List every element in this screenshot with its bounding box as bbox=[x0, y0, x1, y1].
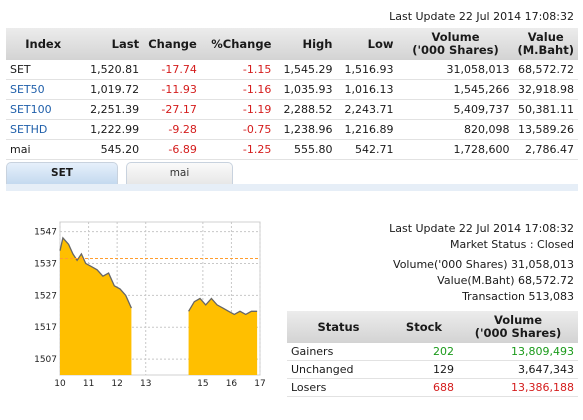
breadth-status: Unchanged bbox=[287, 360, 390, 379]
area-morning bbox=[60, 237, 132, 375]
intraday-chart: 1507 1517 1527 1537 1547 10 11 12 13 15 16 17 bbox=[34, 221, 266, 389]
value-value: 68,572.72 bbox=[513, 60, 578, 80]
market-status: Market Status : Closed bbox=[449, 238, 574, 251]
breadth-volume: 3,647,343 bbox=[458, 360, 578, 379]
x-tick-label: 10 bbox=[54, 379, 66, 389]
col-high: High bbox=[275, 28, 337, 60]
y-tick-label: 1547 bbox=[34, 228, 57, 238]
breadth-stock: 688 bbox=[390, 378, 458, 397]
x-tick-label: 12 bbox=[111, 379, 122, 389]
volume-value: 820,098 bbox=[397, 119, 514, 140]
breadth-stock: 129 bbox=[390, 360, 458, 379]
tab-mai[interactable]: mai bbox=[126, 162, 233, 184]
index-table: Index Last Change %Change High Low Volum… bbox=[6, 28, 578, 160]
low-value: 1,016.13 bbox=[336, 79, 398, 100]
index-name[interactable]: SET50 bbox=[6, 79, 81, 100]
col-breadth-volume: Volume ('000 Shares) bbox=[458, 311, 578, 343]
pct-change-value: -1.25 bbox=[200, 139, 276, 160]
index-name[interactable]: SETHD bbox=[6, 119, 81, 140]
volume-value: 5,409,737 bbox=[397, 99, 514, 120]
change-value: -11.93 bbox=[143, 79, 201, 100]
tab-panel-strip bbox=[6, 184, 578, 191]
last-value: 1,019.72 bbox=[80, 79, 144, 100]
total-volume: Volume('000 Shares) 31,058,013 bbox=[393, 258, 574, 271]
breadth-status: Gainers bbox=[287, 343, 390, 361]
x-tick-label: 11 bbox=[83, 379, 94, 389]
tab-set[interactable]: SET bbox=[6, 162, 118, 184]
breadth-header: Status Stock Volume ('000 Shares) bbox=[287, 311, 578, 343]
high-value: 1,035.93 bbox=[275, 79, 337, 100]
last-value: 1,520.81 bbox=[80, 60, 144, 80]
y-tick-label: 1527 bbox=[34, 291, 57, 301]
pct-change-value: -1.15 bbox=[200, 60, 276, 80]
x-tick-label: 16 bbox=[226, 379, 238, 389]
change-value: -27.17 bbox=[143, 99, 201, 120]
tab-bar: SET mai bbox=[6, 162, 578, 185]
volume-value: 31,058,013 bbox=[397, 60, 514, 80]
last-value: 545.20 bbox=[80, 139, 144, 160]
high-value: 2,288.52 bbox=[275, 99, 337, 120]
y-tick-label: 1517 bbox=[34, 323, 57, 333]
col-status: Status bbox=[287, 311, 390, 343]
breadth-status: Losers bbox=[287, 378, 390, 397]
col-volume: Volume ('000 Shares) bbox=[397, 28, 514, 60]
table-row: mai 545.20 -6.89 -1.25 555.80 542.71 1,728,600… bbox=[6, 139, 578, 160]
total-value: Value(M.Baht) 68,572.72 bbox=[437, 274, 574, 287]
col-low: Low bbox=[336, 28, 398, 60]
line-afternoon bbox=[188, 297, 258, 316]
breadth-stock: 202 bbox=[390, 343, 458, 361]
col-last: Last bbox=[80, 28, 144, 60]
x-tick-label: 13 bbox=[140, 379, 151, 389]
breadth-row: Losers 688 13,386,188 bbox=[287, 378, 578, 397]
high-value: 1,545.29 bbox=[275, 60, 337, 80]
col-stock: Stock bbox=[390, 311, 458, 343]
pct-change-value: -0.75 bbox=[200, 119, 276, 140]
index-name[interactable]: SET100 bbox=[6, 99, 81, 120]
transaction-count: Transaction 513,083 bbox=[462, 290, 574, 303]
breadth-row: Gainers 202 13,809,493 bbox=[287, 343, 578, 361]
high-value: 555.80 bbox=[275, 139, 337, 160]
value-value: 50,381.11 bbox=[513, 99, 578, 120]
volume-value: 1,545,266 bbox=[397, 79, 514, 100]
last-update-top: Last Update 22 Jul 2014 17:08:32 bbox=[389, 10, 574, 23]
pct-change-value: -1.16 bbox=[200, 79, 276, 100]
volume-value: 1,728,600 bbox=[397, 139, 514, 160]
high-value: 1,238.96 bbox=[275, 119, 337, 140]
table-row: SET 1,520.81 -17.74 -1.15 1,545.29 1,516.93 31… bbox=[6, 60, 578, 80]
breadth-row: Unchanged 129 3,647,343 bbox=[287, 360, 578, 379]
y-tick-label: 1507 bbox=[34, 355, 57, 365]
col-pct-change: %Change bbox=[200, 28, 276, 60]
last-value: 1,222.99 bbox=[80, 119, 144, 140]
value-value: 32,918.98 bbox=[513, 79, 578, 100]
line-morning bbox=[59, 236, 132, 309]
breadth-volume: 13,809,493 bbox=[458, 343, 578, 361]
low-value: 542.71 bbox=[336, 139, 398, 160]
change-value: -17.74 bbox=[143, 60, 201, 80]
x-tick-label: 15 bbox=[197, 379, 208, 389]
table-row: SETHD 1,222.99 -9.28 -0.75 1,238.96 1,216.89 8… bbox=[6, 119, 578, 140]
index-table-header: Index Last Change %Change High Low Volum… bbox=[6, 28, 578, 60]
low-value: 2,243.71 bbox=[336, 99, 398, 120]
col-index: Index bbox=[6, 28, 81, 60]
last-value: 2,251.39 bbox=[80, 99, 144, 120]
value-value: 2,786.47 bbox=[513, 139, 578, 160]
col-value: Value (M.Baht) bbox=[513, 28, 578, 60]
table-row: SET100 2,251.39 -27.17 -1.19 2,288.52 2,243.7… bbox=[6, 99, 578, 120]
low-value: 1,516.93 bbox=[336, 60, 398, 80]
market-breadth-table: Status Stock Volume ('000 Shares) Gainer… bbox=[287, 311, 578, 397]
col-change: Change bbox=[143, 28, 201, 60]
area-afternoon bbox=[188, 298, 258, 375]
index-name[interactable]: mai bbox=[6, 139, 81, 160]
low-value: 1,216.89 bbox=[336, 119, 398, 140]
value-value: 13,589.26 bbox=[513, 119, 578, 140]
y-tick-label: 1537 bbox=[34, 259, 57, 269]
pct-change-value: -1.19 bbox=[200, 99, 276, 120]
breadth-volume: 13,386,188 bbox=[458, 378, 578, 397]
x-tick-label: 17 bbox=[254, 379, 265, 389]
index-name[interactable]: SET bbox=[6, 60, 81, 80]
last-update-stats: Last Update 22 Jul 2014 17:08:32 bbox=[389, 222, 574, 235]
table-row: SET50 1,019.72 -11.93 -1.16 1,035.93 1,016.13… bbox=[6, 79, 578, 100]
change-value: -6.89 bbox=[143, 139, 201, 160]
change-value: -9.28 bbox=[143, 119, 201, 140]
